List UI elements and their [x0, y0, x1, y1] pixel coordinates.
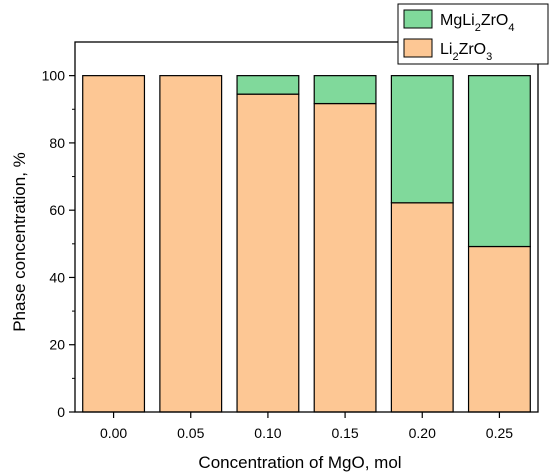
bars-layer: [82, 75, 531, 413]
bar-segment-li2zro3-0.25: [467, 245, 531, 413]
legend-label-mgli2zro4: MgLi2ZrO4: [440, 12, 514, 34]
bar-segment-mgli2zro4-0.15: [313, 75, 377, 105]
bar-segment-li2zro3-0.05: [159, 75, 223, 413]
y-axis-label: Phase concentration, %: [10, 152, 29, 332]
y-tick-label: 100: [42, 68, 66, 84]
bar-segment-mgli2zro4-0.10: [236, 75, 300, 95]
x-tick-label: 0.10: [254, 425, 281, 441]
bar-segment-li2zro3-0.00: [82, 75, 146, 413]
y-tick-label: 80: [49, 135, 65, 151]
bar-segment-mgli2zro4-0.25: [467, 75, 531, 248]
bar-segment-li2zro3-0.15: [313, 102, 377, 413]
bar-segment-li2zro3-0.10: [236, 93, 300, 413]
legend: MgLi2ZrO4 Li2ZrO3: [397, 3, 549, 65]
bar-segment-mgli2zro4-0.20: [390, 75, 454, 204]
x-tick-label: 0.25: [486, 425, 513, 441]
legend-swatch-mgli2zro4: [403, 9, 433, 29]
bar-segment-li2zro3-0.20: [390, 202, 454, 413]
x-tick-label: 0.00: [100, 425, 127, 441]
ticks-layer: 0 20 40 60 80 100 0.00 0.05 0.10 0.15 0.20 0.25: [42, 68, 514, 441]
y-tick-label: 20: [49, 337, 65, 353]
y-tick-label: 0: [57, 404, 65, 420]
plot-frame: [74, 41, 539, 413]
y-tick-label: 60: [49, 202, 65, 218]
x-tick-label: 0.05: [177, 425, 204, 441]
x-tick-label: 0.20: [409, 425, 436, 441]
legend-swatch-li2zro3: [403, 38, 433, 58]
x-axis-label: Concentration of MgO, mol: [198, 453, 401, 472]
y-tick-label: 40: [49, 269, 65, 285]
legend-label-li2zro3: Li2ZrO3: [440, 41, 492, 63]
x-tick-label: 0.15: [331, 425, 358, 441]
axes-layer: [74, 41, 539, 413]
